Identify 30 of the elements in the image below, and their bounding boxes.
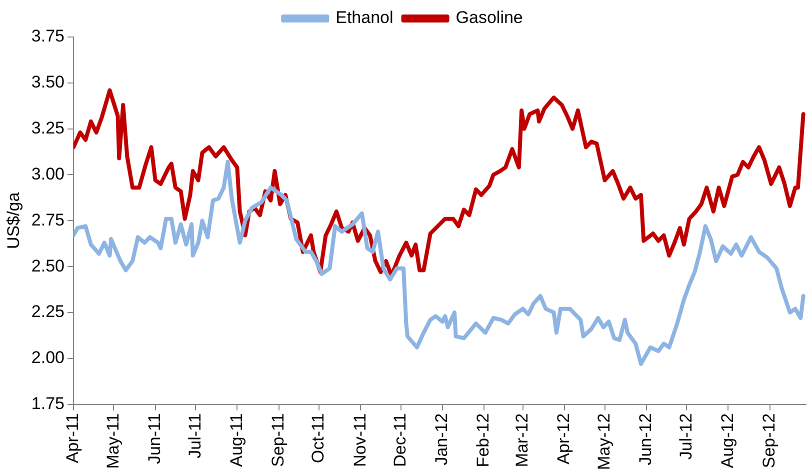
y-tick-label: 3.50 bbox=[31, 72, 64, 92]
x-tick-label: Dec-11 bbox=[390, 413, 410, 467]
x-tick-label: Feb-12 bbox=[474, 413, 493, 468]
y-tick-label: 3.25 bbox=[31, 118, 64, 138]
x-tick-label: Apr-12 bbox=[554, 413, 574, 464]
y-tick-label: 2.50 bbox=[31, 256, 64, 276]
x-tick-label: Jan-12 bbox=[432, 413, 452, 466]
x-tick-label: Apr-11 bbox=[63, 413, 82, 464]
x-tick-label: Jul-12 bbox=[676, 413, 696, 460]
x-tick-label: May-12 bbox=[594, 413, 614, 470]
x-tick-label: Jul-11 bbox=[185, 413, 204, 458]
y-tick-label: 1.75 bbox=[31, 394, 64, 413]
y-axis-title: US$/ga bbox=[4, 192, 23, 250]
x-tick-label: Nov-11 bbox=[350, 413, 370, 467]
x-tick-label: Aug-12 bbox=[718, 413, 737, 468]
x-tick-label: Mar-12 bbox=[512, 413, 532, 468]
x-tick-label: May-11 bbox=[103, 413, 122, 469]
y-tick-label: 2.00 bbox=[31, 348, 64, 368]
y-tick-label: 2.25 bbox=[31, 302, 64, 322]
legend-label: Gasoline bbox=[456, 8, 523, 28]
x-tick-label: Sep-11 bbox=[268, 413, 288, 467]
x-tick-label: Jun-12 bbox=[636, 413, 656, 466]
x-tick-label: Sep-12 bbox=[759, 413, 778, 468]
y-tick-label: 3.00 bbox=[31, 164, 64, 184]
x-tick-label: Jun-11 bbox=[145, 413, 164, 464]
y-tick-label: 2.75 bbox=[31, 210, 64, 230]
legend-label: Ethanol bbox=[336, 8, 394, 28]
x-tick-label: Aug-11 bbox=[226, 413, 246, 467]
y-tick-label: 3.75 bbox=[31, 26, 64, 46]
x-tick-label: Oct-11 bbox=[308, 413, 328, 464]
